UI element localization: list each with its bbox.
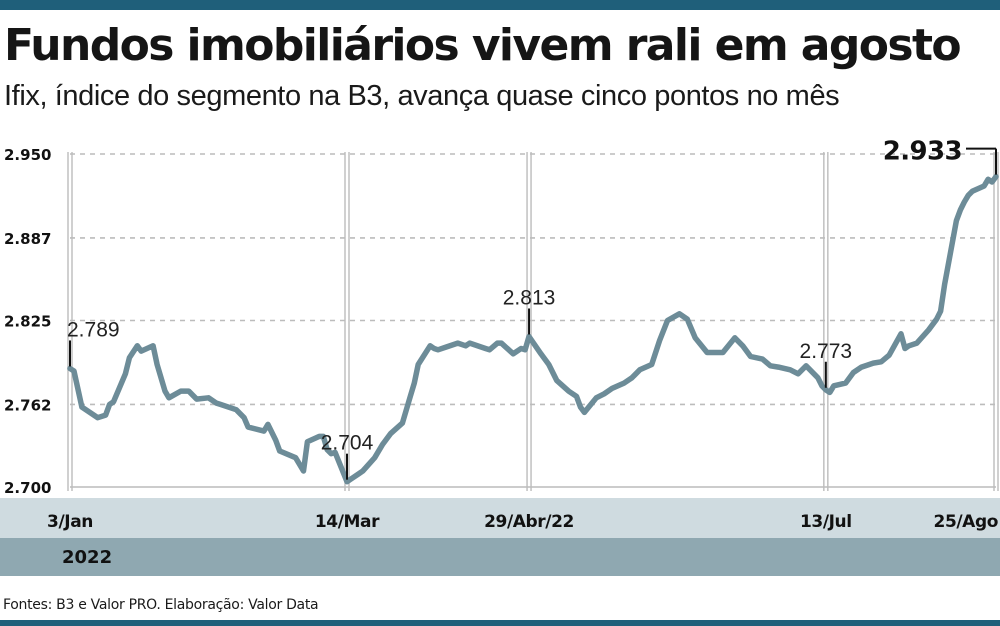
x-tick-label: 3/Jan [47,512,93,532]
annotation-label: 2.813 [503,286,556,309]
y-gridlines [70,153,996,488]
annotation-label: 2.933 [883,137,962,167]
y-tick-label: 2.887 [4,230,51,248]
value-annotations: 2.789 2.704 2.813 2.773 2.933 [67,137,997,480]
y-axis-tick-labels: 2.700 2.762 2.825 2.887 2.950 [4,146,51,497]
bottom-rule [0,620,1000,626]
annotation-label: 2.773 [800,340,853,363]
annotation-label: 2.704 [321,432,374,455]
y-tick-label: 2.950 [4,146,51,164]
source-note: Fontes: B3 e Valor PRO. Elaboração: Valo… [3,597,319,613]
y-tick-label: 2.762 [4,396,51,414]
y-tick-label: 2.825 [4,313,51,331]
top-rule [0,0,1000,10]
line-chart: 2022 2.700 2.762 2.825 2.887 2.950 3/Jan 14/M… [0,137,1000,576]
ifix-series-line [67,173,999,485]
x-axis-date-band [0,498,1000,538]
x-gridlines [67,152,999,491]
x-tick-label: 13/Jul [800,512,852,532]
x-axis-tick-labels: 3/Jan 14/Mar 29/Abr/22 13/Jul 25/Ago [47,512,998,532]
x-tick-label: 25/Ago [934,512,998,532]
x-tick-label: 29/Abr/22 [484,512,574,532]
year-label: 2022 [62,547,112,568]
x-tick-label: 14/Mar [315,512,380,532]
y-tick-label: 2.700 [4,479,51,497]
annotation-label: 2.789 [67,318,120,341]
x-axis-year-band [0,538,1000,576]
chart-title: Fundos imobiliários vivem rali em agosto [4,20,962,71]
chart-subtitle: Ifix, índice do segmento na B3, avança q… [4,80,840,112]
